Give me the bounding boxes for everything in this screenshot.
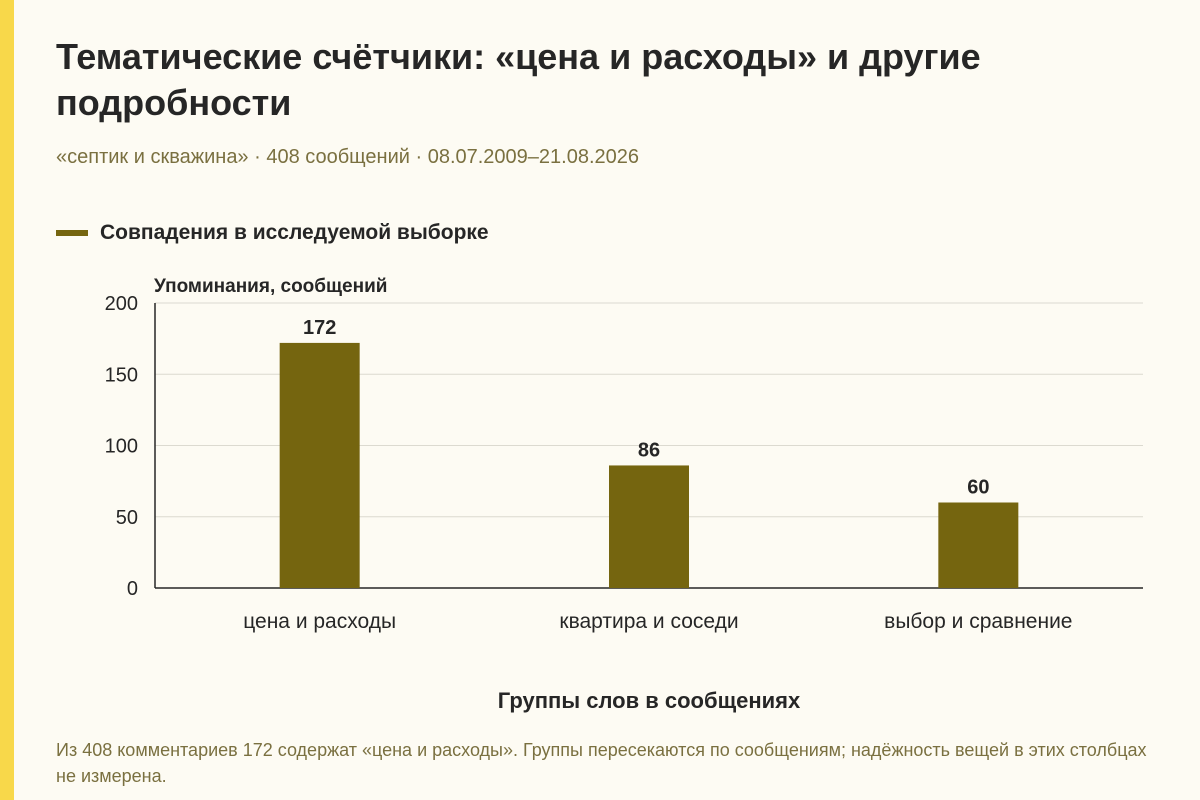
- x-tick-label: квартира и соседи: [559, 610, 738, 633]
- chart-title: Тематические счётчики: «цена и расходы» …: [56, 36, 981, 123]
- accent-strip: [0, 0, 14, 800]
- y-tick-label: 150: [105, 364, 138, 386]
- data-label: 86: [638, 439, 660, 461]
- data-label: 60: [967, 477, 989, 499]
- legend: Совпадения в исследуемой выборке: [56, 218, 489, 248]
- y-tick-labels: 0 50 100 150 200: [105, 293, 138, 600]
- y-tick-label: 0: [127, 578, 138, 600]
- y-tick-label: 50: [116, 507, 138, 529]
- x-tick-label: цена и расходы: [243, 610, 396, 633]
- footnote: Из 408 комментариев 172 содержат «цена и…: [56, 740, 1147, 786]
- x-axis-title: Группы слов в сообщениях: [498, 688, 801, 713]
- chart-subtitle: «септик и скважина» · 408 сообщений · 08…: [56, 146, 640, 168]
- y-tick-label: 100: [105, 436, 138, 458]
- data-labels: 172 86 60: [303, 317, 989, 499]
- x-tick-label: выбор и сравнение: [884, 610, 1072, 633]
- y-axis-title: Упоминания, сообщений: [154, 276, 387, 297]
- legend-swatch: [56, 230, 88, 236]
- bar: [279, 342, 360, 588]
- data-label: 172: [303, 317, 336, 339]
- legend-label: Совпадения в исследуемой выборке: [100, 221, 489, 244]
- bar: [609, 465, 689, 588]
- bars: [279, 342, 1019, 588]
- x-tick-labels: цена и расходы квартира и соседи выбор и с…: [243, 610, 1072, 633]
- y-tick-label: 200: [105, 293, 138, 315]
- bar: [938, 502, 1019, 588]
